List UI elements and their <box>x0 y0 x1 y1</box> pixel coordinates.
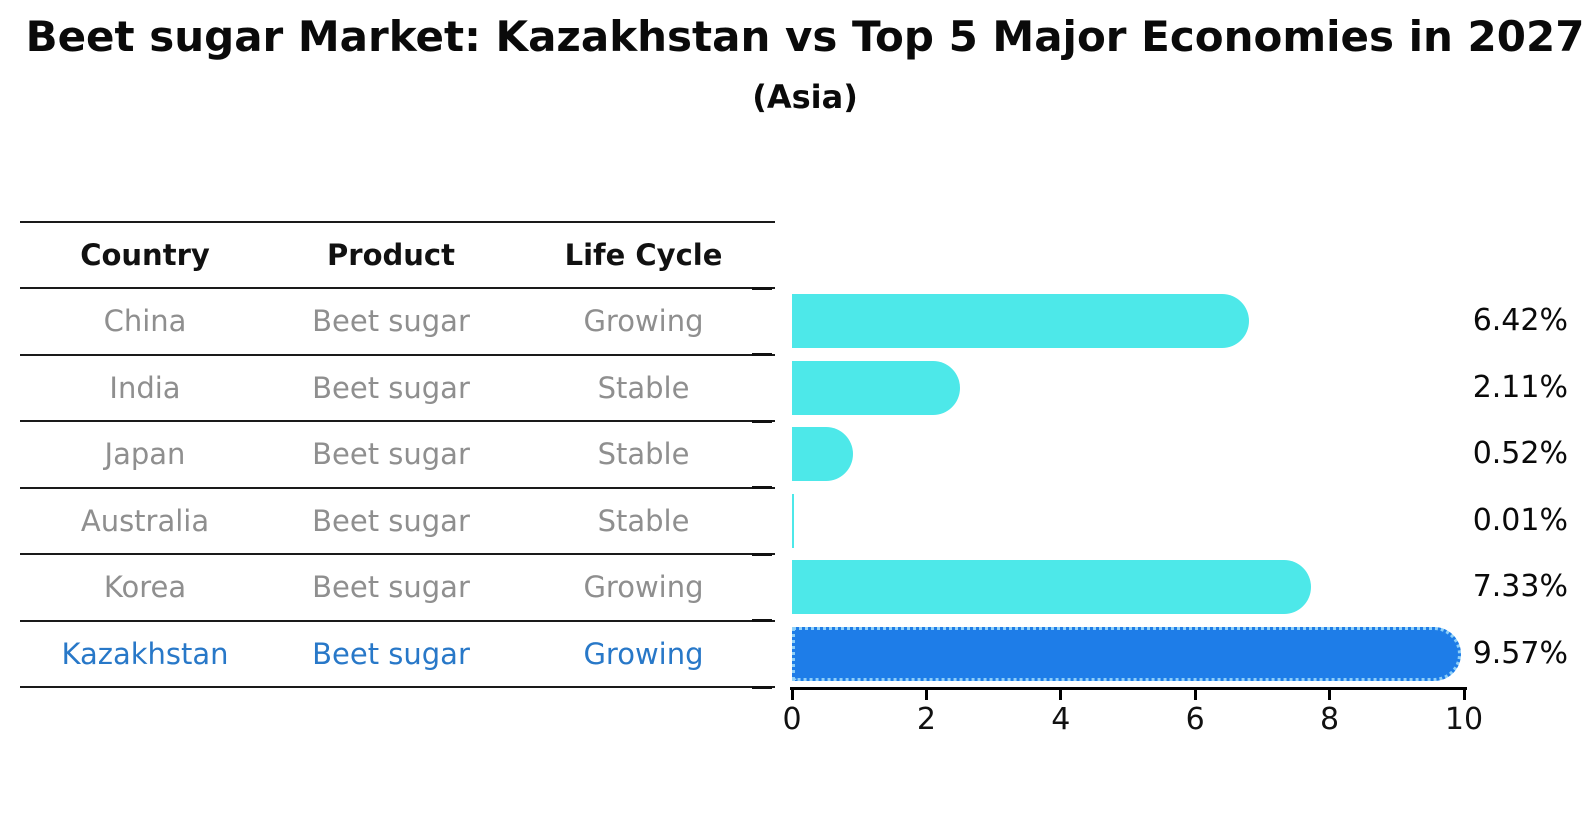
table-rule <box>20 619 775 622</box>
x-tick-mark <box>924 690 928 700</box>
x-tick-mark <box>1193 690 1197 700</box>
table-cell: Beet sugar <box>312 370 470 405</box>
table-rule <box>20 221 775 223</box>
table-cell: Beet sugar <box>312 503 470 538</box>
bar-kazakhstan <box>792 626 1462 681</box>
value-label: 6.42% <box>1472 303 1568 339</box>
x-tick-label: 4 <box>1051 702 1071 737</box>
x-tick-label: 10 <box>1444 702 1484 737</box>
y-tick <box>752 552 772 556</box>
y-tick <box>752 685 772 689</box>
value-label: 7.33% <box>1472 569 1568 605</box>
table-rule <box>20 486 775 489</box>
table-cell: Beet sugar <box>312 570 470 605</box>
y-tick <box>752 486 772 489</box>
x-tick-mark <box>1462 690 1466 700</box>
table-cell: Korea <box>103 570 187 605</box>
table-rule <box>20 553 775 555</box>
value-label: 0.01% <box>1472 502 1568 538</box>
x-tick-label: 2 <box>916 702 936 737</box>
y-tick <box>752 353 772 356</box>
table-cell: Growing <box>583 570 704 605</box>
x-axis-line <box>790 687 1467 690</box>
table-cell: China <box>103 304 187 339</box>
table-rule <box>20 420 775 422</box>
bar-india <box>792 360 960 415</box>
x-tick-label: 0 <box>782 702 802 737</box>
value-label: 2.11% <box>1472 369 1568 405</box>
table-rule <box>20 686 775 688</box>
y-tick <box>752 619 772 622</box>
x-tick-label: 6 <box>1185 702 1205 737</box>
x-tick-mark <box>1059 690 1063 700</box>
bar-japan <box>792 427 853 482</box>
x-tick-mark <box>1328 690 1332 700</box>
table-rule <box>20 287 775 289</box>
chart-subtitle: (Asia) <box>752 78 858 116</box>
y-tick <box>752 419 772 423</box>
header-cell-country: Country <box>80 238 210 272</box>
value-label: 9.57% <box>1472 635 1568 671</box>
table-cell: Stable <box>597 437 690 472</box>
table-rule <box>20 353 775 356</box>
table-cell: India <box>109 370 181 405</box>
table-cell: Kazakhstan <box>61 636 229 671</box>
table-cell: Beet sugar <box>312 304 470 339</box>
bar-australia <box>792 493 794 548</box>
table-cell: Beet sugar <box>312 636 470 671</box>
table-cell: Australia <box>80 503 210 538</box>
table-cell: Growing <box>583 636 704 671</box>
bar-china <box>792 294 1250 349</box>
y-tick <box>752 286 772 290</box>
header-cell-product: Product <box>327 238 455 272</box>
table-cell: Growing <box>583 304 704 339</box>
table-cell: Stable <box>597 370 690 405</box>
header-cell-life-cycle: Life Cycle <box>564 238 723 272</box>
table-cell: Beet sugar <box>312 437 470 472</box>
x-tick-mark <box>790 690 794 700</box>
chart-title: Beet sugar Market: Kazakhstan vs Top 5 M… <box>25 12 1585 61</box>
value-label: 0.52% <box>1472 436 1568 472</box>
bar-korea <box>792 560 1311 615</box>
x-tick-label: 8 <box>1320 702 1340 737</box>
table-cell: Japan <box>104 437 186 472</box>
table-cell: Stable <box>597 503 690 538</box>
